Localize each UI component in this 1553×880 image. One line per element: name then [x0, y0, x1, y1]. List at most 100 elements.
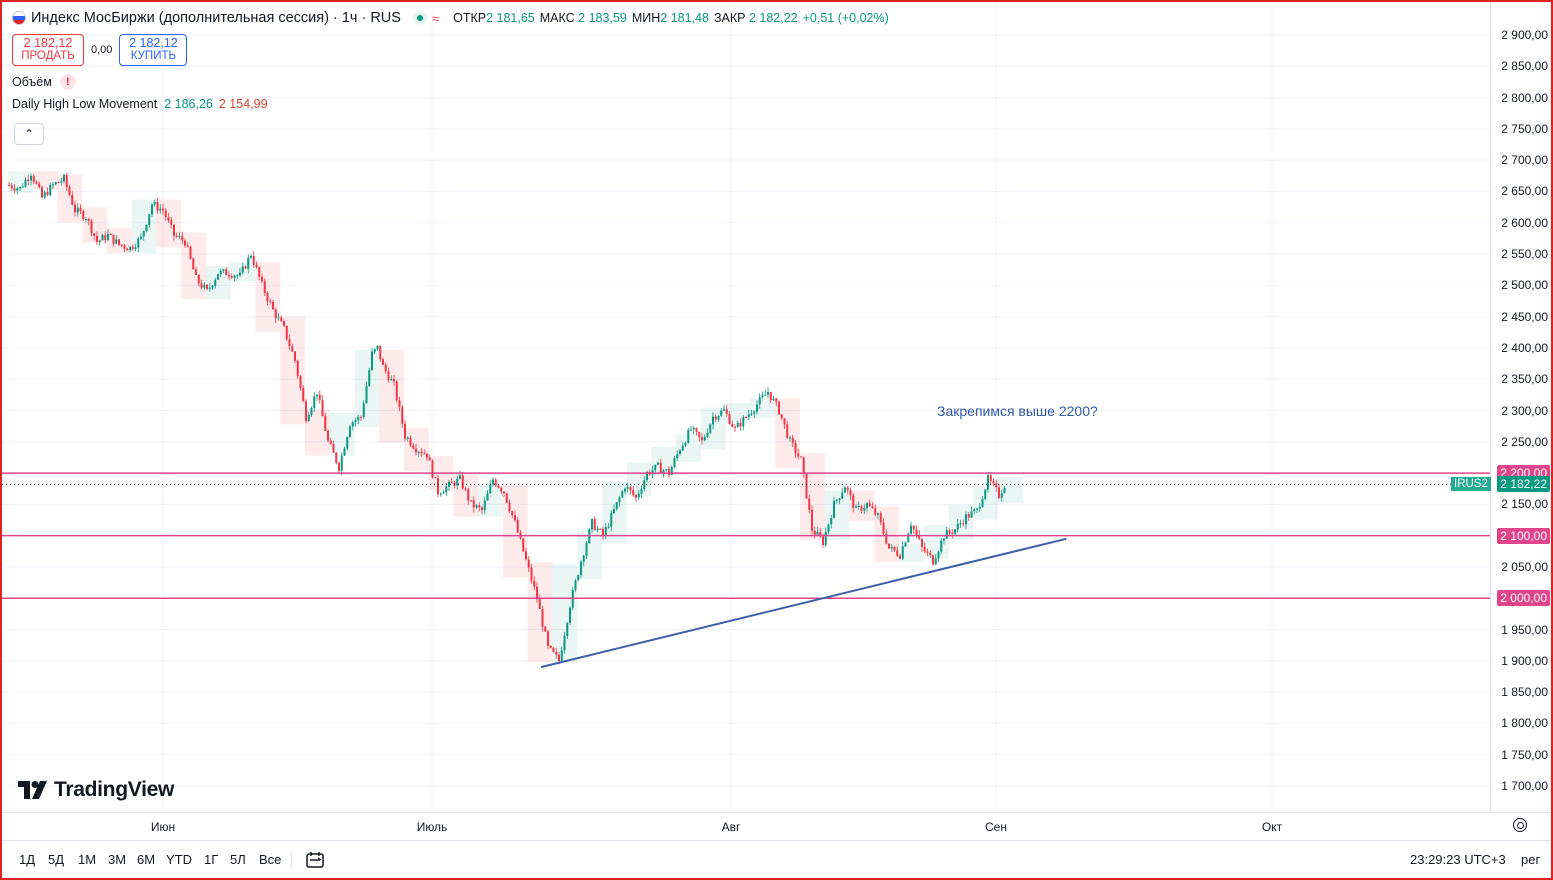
candle-down — [948, 530, 951, 533]
candle-down — [269, 301, 272, 303]
candle-up — [445, 486, 448, 493]
candle-down — [819, 531, 822, 537]
candle-down — [387, 371, 390, 381]
volume-label: Объём — [12, 75, 52, 89]
candle-up — [877, 513, 879, 515]
candle-up — [827, 524, 830, 533]
candle-up — [475, 505, 478, 508]
candle-down — [395, 381, 398, 401]
candle-up — [390, 379, 393, 381]
timeframe-1d-button[interactable]: 1Д — [19, 852, 36, 867]
candle-down — [525, 551, 527, 560]
candle-down — [478, 505, 481, 508]
price-tick-label: 2 400,00 — [1501, 340, 1548, 355]
chart-annotation-text[interactable]: Закрепимся выше 2200? — [937, 403, 1098, 419]
collapse-legend-button[interactable]: ⌃ — [14, 123, 44, 145]
candle-up — [833, 500, 835, 519]
candle-down — [123, 245, 126, 249]
candle-up — [115, 239, 118, 244]
candle-down — [197, 275, 200, 284]
candle-down — [126, 248, 129, 251]
buy-button[interactable]: 2 182,12 КУПИТЬ — [119, 34, 188, 66]
candle-down — [915, 529, 918, 535]
candle-up — [577, 574, 580, 581]
time-axis[interactable]: Июн Июль Авг Сен Окт — [2, 812, 1551, 841]
tradingview-logo[interactable]: TradingView — [18, 778, 174, 802]
ohlc-low: МИН2 181,48 — [632, 11, 709, 25]
candle-down — [164, 210, 167, 218]
candle-down — [808, 498, 811, 510]
candle-up — [233, 275, 236, 278]
candle-down — [846, 487, 849, 491]
candle-up — [129, 246, 131, 251]
market-status-icon — [412, 11, 427, 25]
timeframe-6m-button[interactable]: 6М — [137, 852, 156, 867]
candle-up — [940, 540, 943, 552]
volume-row[interactable]: Объём ! — [12, 74, 889, 90]
timeframe-3m-button[interactable]: 3М — [108, 852, 127, 867]
candle-up — [574, 580, 577, 591]
candle-down — [734, 426, 736, 428]
candle-up — [978, 507, 981, 509]
candle-up — [824, 532, 827, 546]
low-value: 2 181,48 — [660, 11, 709, 25]
candle-down — [629, 486, 632, 491]
candle-up — [841, 492, 844, 499]
timeframe-all-button[interactable]: Все — [259, 852, 282, 867]
candle-up — [907, 533, 910, 543]
timeframe-1y-button[interactable]: 1Г — [204, 852, 219, 867]
candle-down — [27, 179, 30, 181]
candle-down — [538, 599, 541, 609]
candle-down — [868, 503, 871, 507]
candle-down — [426, 453, 428, 458]
candle-up — [340, 455, 343, 471]
candle-up — [665, 469, 668, 471]
candle-up — [736, 422, 739, 428]
clock[interactable]: 23:29:23 UTC+3 — [1410, 852, 1506, 867]
price-tick-label: 2 750,00 — [1501, 121, 1548, 136]
chart-plot-area[interactable] — [2, 2, 1490, 812]
tradingview-logo-text: TradingView — [54, 778, 175, 801]
indicator-high: 2 186,26 — [164, 97, 213, 111]
timeframe-1m-button[interactable]: 1М — [78, 852, 97, 867]
candle-down — [266, 293, 269, 302]
candle-down — [921, 539, 923, 547]
candle-up — [750, 413, 753, 415]
date-range-icon[interactable] — [306, 851, 326, 869]
candle-down — [555, 651, 558, 655]
candle-up — [984, 489, 987, 500]
candle-down — [882, 522, 885, 534]
candle-up — [459, 475, 461, 479]
warning-icon[interactable]: ! — [59, 74, 76, 90]
time-axis-settings-icon[interactable] — [1513, 818, 1527, 832]
month-label: Сен — [985, 820, 1007, 834]
candle-up — [596, 528, 599, 531]
candle-up — [239, 272, 241, 276]
candle-up — [901, 546, 904, 559]
timeframe-5d-button[interactable]: 5Д — [48, 852, 65, 867]
candle-down — [522, 538, 525, 552]
session-button[interactable]: рег — [1521, 852, 1541, 867]
sell-button[interactable]: 2 182,12 ПРОДАТЬ — [12, 34, 84, 66]
candle-down — [156, 201, 159, 211]
candle-down — [783, 418, 786, 425]
indicator-row[interactable]: Daily High Low Movement 2 186,26 2 154,9… — [12, 97, 889, 111]
candle-down — [32, 176, 35, 182]
candle-down — [962, 523, 965, 525]
candle-up — [621, 491, 624, 498]
candle-up — [904, 542, 907, 547]
timeframe-ytd-button[interactable]: YTD — [166, 852, 192, 867]
symbol-title[interactable]: Индекс МосБиржи (дополнительная сессия) … — [31, 10, 401, 26]
candle-up — [310, 407, 313, 415]
candle-down — [516, 520, 519, 533]
candle-up — [965, 514, 967, 525]
candle-down — [698, 431, 701, 438]
delayed-data-icon[interactable]: ≈ — [431, 10, 440, 26]
candle-up — [591, 519, 593, 530]
candle-down — [175, 235, 178, 237]
candle-down — [860, 505, 863, 511]
price-axis[interactable]: 2 900,00 2 850,00 2 800,00 2 750,00 2 700,00… — [1490, 2, 1551, 812]
timeframe-5y-button[interactable]: 5Л — [230, 852, 246, 867]
candle-down — [514, 515, 516, 521]
